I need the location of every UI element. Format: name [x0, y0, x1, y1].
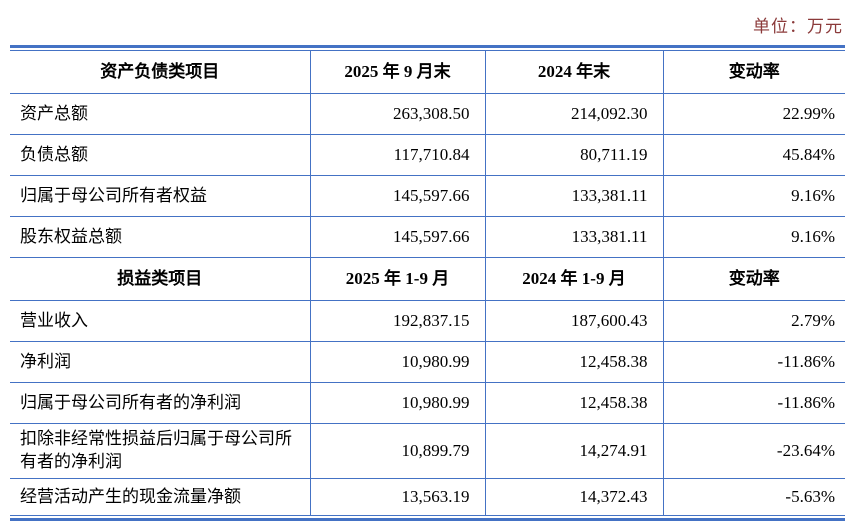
row-value-period2: 133,381.11	[484, 216, 663, 258]
row-value-period1: 145,597.66	[309, 216, 485, 258]
row-value-period1: 192,837.15	[309, 300, 485, 342]
row-label: 资产总额	[10, 93, 310, 135]
row-change-rate: 22.99%	[662, 93, 845, 135]
table-row-parent-equity: 归属于母公司所有者权益 145,597.66 133,381.11 9.16%	[10, 175, 845, 217]
unit-label: 单位：万元	[753, 17, 843, 36]
row-change-rate: -11.86%	[662, 341, 845, 383]
header-cell-period1: 2025 年 1-9 月	[309, 257, 485, 301]
row-value-period2: 80,711.19	[484, 134, 663, 176]
row-label: 经营活动产生的现金流量净额	[10, 478, 310, 516]
header-cell-period2: 2024 年末	[484, 50, 663, 94]
row-value-period2: 14,274.91	[484, 423, 663, 479]
row-change-rate: 9.16%	[662, 216, 845, 258]
row-value-period1: 10,980.99	[309, 382, 485, 424]
row-value-period2: 12,458.38	[484, 341, 663, 383]
row-label: 归属于母公司所有者权益	[10, 175, 310, 217]
row-value-period1: 13,563.19	[309, 478, 485, 516]
income-statement-header-row: 损益类项目 2025 年 1-9 月 2024 年 1-9 月 变动率	[10, 257, 845, 301]
table-row-total-liabilities: 负债总额 117,710.84 80,711.19 45.84%	[10, 134, 845, 176]
row-label: 净利润	[10, 341, 310, 383]
header-cell-period2: 2024 年 1-9 月	[484, 257, 663, 301]
header-cell-change: 变动率	[662, 50, 845, 94]
row-label: 营业收入	[10, 300, 310, 342]
row-value-period1: 10,980.99	[309, 341, 485, 383]
table-row-parent-net-profit: 归属于母公司所有者的净利润 10,980.99 12,458.38 -11.86…	[10, 382, 845, 424]
row-value-period2: 133,381.11	[484, 175, 663, 217]
row-value-period1: 145,597.66	[309, 175, 485, 217]
header-cell-period1: 2025 年 9 月末	[309, 50, 485, 94]
table-row-deducted-net-profit: 扣除非经常性损益后归属于母公司所有者的净利润 10,899.79 14,274.…	[10, 423, 845, 479]
row-label: 股东权益总额	[10, 216, 310, 258]
header-cell-change: 变动率	[662, 257, 845, 301]
balance-sheet-header-row: 资产负债类项目 2025 年 9 月末 2024 年末 变动率	[10, 50, 845, 94]
row-label: 负债总额	[10, 134, 310, 176]
header-cell-item: 损益类项目	[10, 257, 310, 301]
row-change-rate: 45.84%	[662, 134, 845, 176]
row-value-period1: 10,899.79	[309, 423, 485, 479]
row-value-period2: 214,092.30	[484, 93, 663, 135]
row-value-period2: 12,458.38	[484, 382, 663, 424]
header-cell-item: 资产负债类项目	[10, 50, 310, 94]
table-row-operating-cash-flow: 经营活动产生的现金流量净额 13,563.19 14,372.43 -5.63%	[10, 478, 845, 516]
row-value-period1: 263,308.50	[309, 93, 485, 135]
table-row-net-profit: 净利润 10,980.99 12,458.38 -11.86%	[10, 341, 845, 383]
row-change-rate: -23.64%	[662, 423, 845, 479]
row-change-rate: -11.86%	[662, 382, 845, 424]
row-value-period1: 117,710.84	[309, 134, 485, 176]
row-label: 归属于母公司所有者的净利润	[10, 382, 310, 424]
row-change-rate: -5.63%	[662, 478, 845, 516]
row-value-period2: 14,372.43	[484, 478, 663, 516]
row-label: 扣除非经常性损益后归属于母公司所有者的净利润	[10, 423, 310, 479]
financial-table: 资产负债类项目 2025 年 9 月末 2024 年末 变动率 资产总额 263…	[10, 50, 845, 516]
table-row-total-assets: 资产总额 263,308.50 214,092.30 22.99%	[10, 93, 845, 135]
row-change-rate: 2.79%	[662, 300, 845, 342]
table-row-operating-revenue: 营业收入 192,837.15 187,600.43 2.79%	[10, 300, 845, 342]
row-value-period2: 187,600.43	[484, 300, 663, 342]
table-row-total-equity: 股东权益总额 145,597.66 133,381.11 9.16%	[10, 216, 845, 258]
row-change-rate: 9.16%	[662, 175, 845, 217]
financial-summary-table: 资产负债类项目 2025 年 9 月末 2024 年末 变动率 资产总额 263…	[10, 45, 845, 521]
